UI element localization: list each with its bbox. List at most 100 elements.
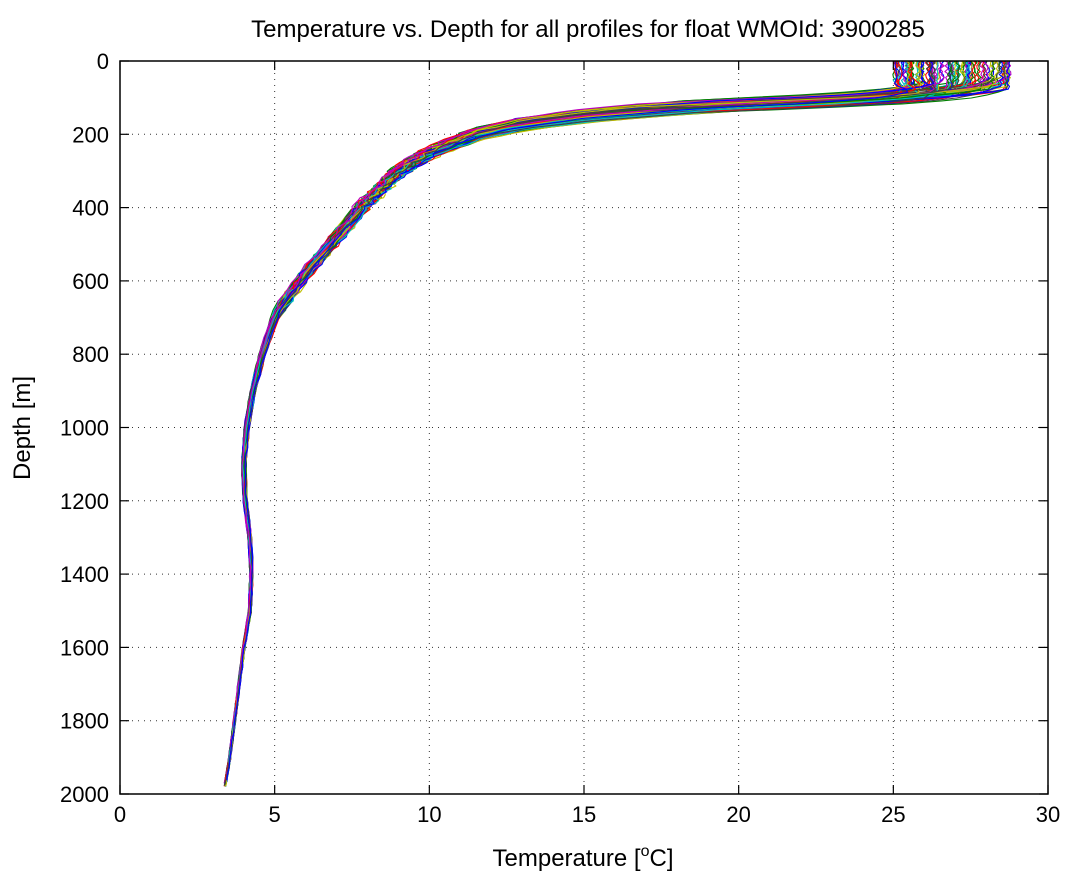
profile-line [225, 60, 925, 783]
profile-line [224, 60, 976, 787]
profile-line [225, 60, 962, 779]
profile-line [225, 60, 922, 786]
profile-line [226, 60, 953, 780]
profile-line [223, 60, 943, 784]
profile-line [226, 60, 981, 775]
y-tick-label: 2000 [60, 782, 109, 807]
profile-line [225, 60, 996, 780]
profile-line [225, 60, 956, 782]
profile-line [225, 60, 919, 779]
profile-line [226, 60, 930, 782]
x-axis-title: Temperature [oC] [493, 843, 674, 872]
profile-line [224, 60, 921, 783]
profile-line [227, 60, 969, 774]
profile-line [223, 60, 938, 784]
y-tick-label: 1200 [60, 489, 109, 514]
profile-line [226, 60, 971, 781]
profile-line [225, 60, 950, 781]
profile-line [225, 60, 911, 780]
y-tick-label: 1000 [60, 416, 109, 441]
profile-line [226, 60, 920, 776]
profile-line [226, 60, 961, 774]
profile-line [225, 60, 966, 787]
profile-line [224, 60, 983, 779]
profile-line [226, 60, 936, 776]
profile-line [226, 60, 1010, 775]
y-tick-label: 200 [72, 122, 109, 147]
profile-line [227, 60, 978, 773]
y-tick-label: 1400 [60, 562, 109, 587]
profile-line [225, 61, 955, 777]
profile-line [224, 60, 1011, 780]
profile-line [226, 60, 926, 773]
x-tick-label: 25 [881, 802, 905, 827]
y-tick-label: 800 [72, 342, 109, 367]
profile-line [225, 60, 934, 778]
profile-line [225, 60, 1010, 779]
profile-line [226, 60, 924, 774]
profile-line [225, 60, 945, 787]
chart-title: Temperature vs. Depth for all profiles f… [251, 16, 925, 43]
profile-line [224, 60, 939, 785]
tick-marks [119, 60, 1049, 795]
profile-line [225, 60, 1009, 780]
x-tick-labels: 0 5 10 15 20 25 30 [114, 802, 1060, 827]
profile-line [226, 60, 909, 779]
profile-line [227, 60, 1010, 774]
profile-line [227, 60, 910, 774]
profile-line [225, 60, 974, 778]
profile-line [226, 60, 926, 773]
x-tick-label: 5 [269, 802, 281, 827]
profile-line [225, 60, 1005, 779]
profile-line [225, 60, 992, 782]
profile-line [226, 60, 961, 781]
profile-line [224, 60, 908, 781]
profile-line [225, 60, 999, 783]
y-tick-label: 1600 [60, 635, 109, 660]
profile-line [224, 60, 1001, 786]
y-axis-title: Depth [m] [9, 376, 36, 480]
profile-line [224, 60, 957, 787]
profile-line [225, 60, 966, 782]
profile-line [225, 60, 977, 779]
profile-line [227, 60, 911, 773]
profile-line [227, 60, 990, 774]
profile-line [223, 60, 986, 787]
profile-line [224, 60, 1011, 785]
profile-line [223, 60, 937, 784]
profile-line [224, 60, 935, 783]
profile-line [224, 60, 1007, 783]
profile-line [223, 60, 925, 787]
profile-line [226, 60, 909, 781]
grid-lines [120, 61, 1048, 794]
profile-line [225, 60, 972, 779]
y-tick-label: 0 [97, 49, 109, 74]
profile-line [225, 60, 953, 782]
profile-line [225, 60, 989, 775]
profile-line [224, 60, 903, 780]
profile-line [225, 60, 936, 780]
profile-lines [223, 60, 1012, 787]
profile-line [225, 60, 997, 782]
y-tick-label: 600 [72, 269, 109, 294]
profile-line [225, 60, 911, 784]
profile-line [226, 60, 1004, 776]
y-tick-label: 400 [72, 196, 109, 221]
profile-line [226, 60, 995, 774]
x-axis-title-main: Temperature [ [493, 845, 641, 872]
profile-line [225, 60, 1002, 776]
profile-line [227, 60, 915, 773]
x-tick-label: 10 [417, 802, 441, 827]
profile-line [227, 60, 1007, 773]
profile-line [224, 60, 931, 781]
profile-line [226, 60, 973, 783]
profile-line [227, 60, 933, 776]
profile-line [226, 60, 939, 775]
profile-line [223, 60, 937, 786]
profile-line [224, 60, 917, 783]
x-axis-title-sup: o [641, 843, 650, 860]
profile-line [225, 60, 939, 776]
profile-line [225, 60, 938, 779]
profile-line [225, 60, 923, 780]
